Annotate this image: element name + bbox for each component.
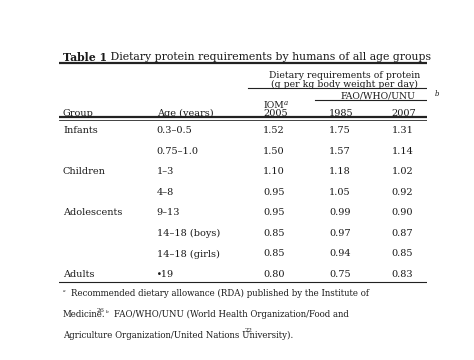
Text: ᵃ: ᵃ — [63, 289, 65, 297]
Text: Adolescents: Adolescents — [63, 208, 122, 217]
Text: 0.85: 0.85 — [263, 229, 284, 238]
Text: 0.3–0.5: 0.3–0.5 — [156, 126, 192, 135]
Text: 0.95: 0.95 — [263, 208, 284, 217]
Text: Recommended dietary allowance (RDA) published by the Institute of: Recommended dietary allowance (RDA) publ… — [71, 289, 369, 298]
Text: Dietary protein requirements by humans of all age groups: Dietary protein requirements by humans o… — [100, 51, 431, 62]
Text: Adults: Adults — [63, 270, 94, 279]
Text: 0.90: 0.90 — [392, 208, 413, 217]
Text: 0.92: 0.92 — [392, 188, 413, 197]
Text: FAO/WHO/UNU: FAO/WHO/UNU — [340, 92, 415, 101]
Text: a: a — [283, 99, 287, 107]
Text: 1–3: 1–3 — [156, 167, 174, 176]
Text: 1985: 1985 — [329, 109, 354, 118]
Text: 14–18 (boys): 14–18 (boys) — [156, 229, 220, 238]
Text: 2007: 2007 — [392, 109, 417, 118]
Text: 0.87: 0.87 — [392, 229, 413, 238]
Text: FAO/WHO/UNU (World Health Organization/Food and: FAO/WHO/UNU (World Health Organization/F… — [114, 310, 349, 319]
Text: Table 1: Table 1 — [63, 51, 107, 63]
Text: 4–8: 4–8 — [156, 188, 174, 197]
Text: 1.18: 1.18 — [329, 167, 351, 176]
Text: 0.97: 0.97 — [329, 229, 351, 238]
Text: IOM: IOM — [263, 100, 284, 109]
Text: (g per kg body weight per day): (g per kg body weight per day) — [271, 80, 419, 89]
Text: 22: 22 — [245, 328, 253, 333]
Text: Children: Children — [63, 167, 106, 176]
Text: 1.05: 1.05 — [329, 188, 351, 197]
Text: 14–18 (girls): 14–18 (girls) — [156, 249, 219, 258]
Text: ᵇ: ᵇ — [106, 310, 109, 318]
Text: 0.99: 0.99 — [329, 208, 351, 217]
Text: 1.50: 1.50 — [263, 147, 285, 156]
Text: Agriculture Organization/United Nations University).: Agriculture Organization/United Nations … — [63, 330, 293, 340]
Text: 1.75: 1.75 — [329, 126, 351, 135]
Text: 0.83: 0.83 — [392, 270, 413, 279]
Text: 0.80: 0.80 — [263, 270, 284, 279]
Text: Dietary requirements of protein: Dietary requirements of protein — [269, 71, 420, 80]
Text: b: b — [435, 90, 439, 98]
Text: 0.85: 0.85 — [392, 249, 413, 258]
Text: 0.85: 0.85 — [263, 249, 284, 258]
Text: 0.75–1.0: 0.75–1.0 — [156, 147, 199, 156]
Text: 0.95: 0.95 — [263, 188, 284, 197]
Text: 1.57: 1.57 — [329, 147, 351, 156]
Text: 0.75: 0.75 — [329, 270, 351, 279]
Text: Infants: Infants — [63, 126, 98, 135]
Text: ∙19: ∙19 — [156, 270, 174, 279]
Text: 1.02: 1.02 — [392, 167, 413, 176]
Text: 2005: 2005 — [263, 109, 288, 118]
Text: 1.14: 1.14 — [392, 147, 414, 156]
Text: Group: Group — [63, 109, 94, 118]
Text: 9–13: 9–13 — [156, 208, 180, 217]
Text: 0.94: 0.94 — [329, 249, 351, 258]
Text: 1.31: 1.31 — [392, 126, 414, 135]
Text: Age (years): Age (years) — [156, 109, 213, 118]
Text: 1.52: 1.52 — [263, 126, 285, 135]
Text: Medicine.: Medicine. — [63, 310, 106, 319]
Text: 1.10: 1.10 — [263, 167, 285, 176]
Text: 26: 26 — [97, 308, 105, 312]
